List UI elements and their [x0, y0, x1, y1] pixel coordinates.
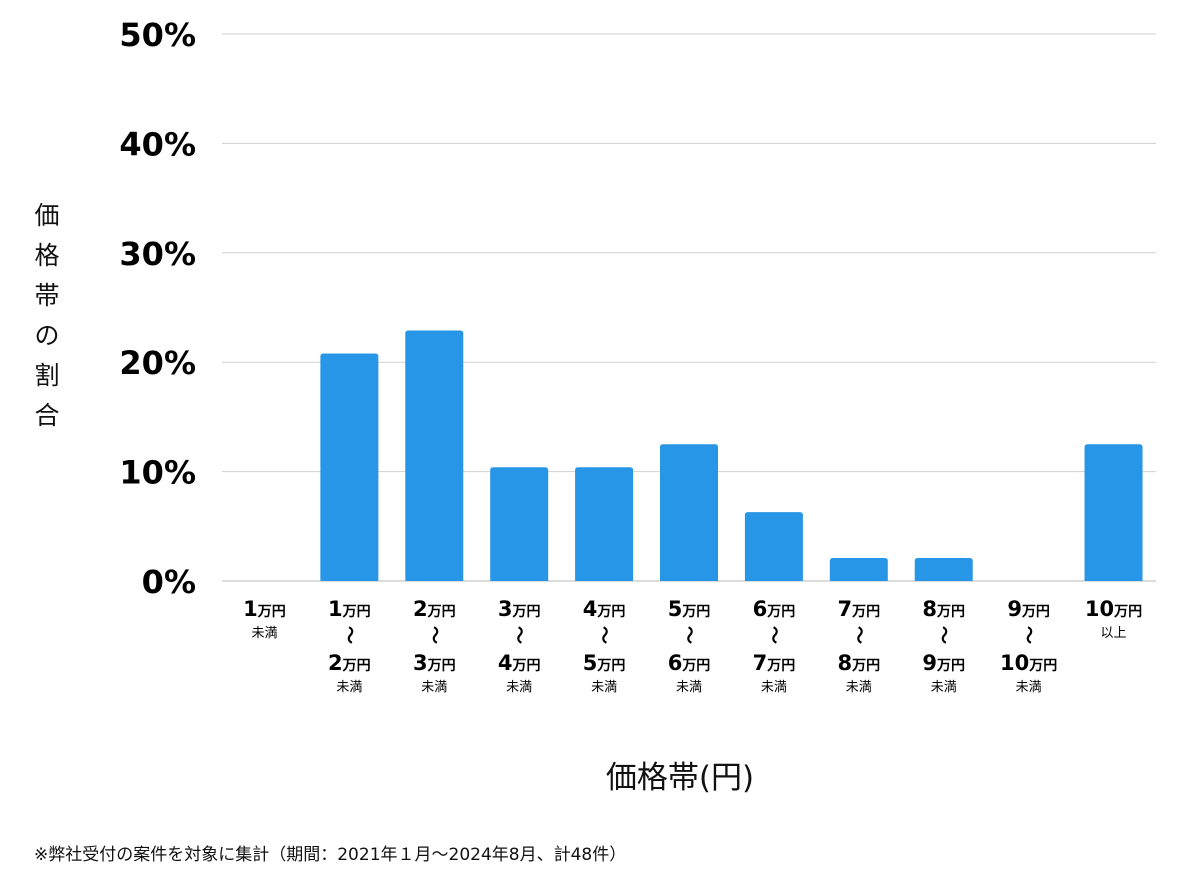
bar	[744, 512, 803, 581]
svg-text:〜: 〜	[933, 626, 954, 644]
bar	[1084, 444, 1143, 581]
svg-text:未満: 未満	[761, 680, 787, 695]
svg-text:未満: 未満	[336, 680, 362, 695]
svg-text:3万円: 3万円	[413, 651, 456, 675]
svg-text:10万円: 10万円	[1000, 651, 1057, 675]
svg-text:〜: 〜	[593, 626, 614, 644]
bars	[320, 330, 1143, 581]
svg-text:〜: 〜	[848, 626, 869, 644]
x-axis-ticks: 1万円未満1万円〜2万円未満2万円〜3万円未満3万円〜4万円未満4万円〜5万円未…	[243, 597, 1142, 695]
bar-chart: 0%10%20%30%40%50% 1万円未満1万円〜2万円未満2万円〜3万円未…	[119, 16, 1156, 695]
svg-text:未満: 未満	[931, 680, 957, 695]
svg-text:〜: 〜	[678, 626, 699, 644]
bar	[575, 467, 634, 581]
x-axis-label: 価格帯(円)	[605, 760, 755, 796]
bar	[829, 558, 888, 581]
y-tick-label: 0%	[142, 563, 196, 601]
bar	[405, 330, 464, 581]
svg-text:2万円: 2万円	[328, 651, 371, 675]
y-tick-label: 20%	[119, 344, 196, 382]
bar	[660, 444, 718, 581]
svg-text:9万円: 9万円	[1007, 597, 1050, 621]
svg-text:未満: 未満	[506, 680, 532, 695]
svg-text:1万円: 1万円	[243, 597, 286, 621]
svg-text:7万円: 7万円	[838, 597, 881, 621]
svg-text:6万円: 6万円	[753, 597, 796, 621]
svg-text:10万円: 10万円	[1085, 597, 1142, 621]
svg-text:7万円: 7万円	[753, 651, 796, 675]
y-axis-ticks: 0% 10% 20% 30% 40% 50%	[119, 16, 196, 601]
svg-text:3万円: 3万円	[498, 597, 541, 621]
svg-text:未満: 未満	[591, 680, 617, 695]
svg-text:8万円: 8万円	[922, 597, 965, 621]
svg-text:8万円: 8万円	[838, 651, 881, 675]
svg-text:未満: 未満	[251, 626, 277, 641]
svg-text:未満: 未満	[846, 680, 872, 695]
svg-text:以上: 以上	[1101, 626, 1127, 641]
svg-text:4万円: 4万円	[498, 651, 541, 675]
svg-text:5万円: 5万円	[668, 597, 711, 621]
y-tick-label: 10%	[119, 454, 196, 492]
svg-text:2万円: 2万円	[413, 597, 456, 621]
svg-text:6万円: 6万円	[668, 651, 711, 675]
svg-text:1万円: 1万円	[328, 597, 371, 621]
svg-text:未満: 未満	[676, 680, 702, 695]
y-tick-label: 30%	[119, 235, 196, 273]
bar	[320, 353, 379, 581]
svg-text:未満: 未満	[421, 680, 447, 695]
svg-text:未満: 未満	[1016, 680, 1042, 695]
svg-text:〜: 〜	[1018, 626, 1039, 644]
y-axis-label: 価格帯の割合	[34, 201, 60, 430]
svg-text:9万円: 9万円	[922, 651, 965, 675]
svg-text:〜: 〜	[338, 626, 359, 644]
svg-text:〜: 〜	[508, 626, 529, 644]
svg-text:5万円: 5万円	[583, 651, 626, 675]
footnote: ※弊社受付の案件を対象に集計（期間：2021年１月〜2024年8月、計48件）	[34, 845, 627, 865]
y-tick-label: 50%	[119, 16, 196, 54]
svg-text:4万円: 4万円	[583, 597, 626, 621]
svg-text:〜: 〜	[423, 626, 444, 644]
bar	[490, 467, 549, 581]
svg-text:〜: 〜	[763, 626, 784, 644]
bar	[914, 558, 973, 581]
y-tick-label: 40%	[119, 125, 196, 163]
